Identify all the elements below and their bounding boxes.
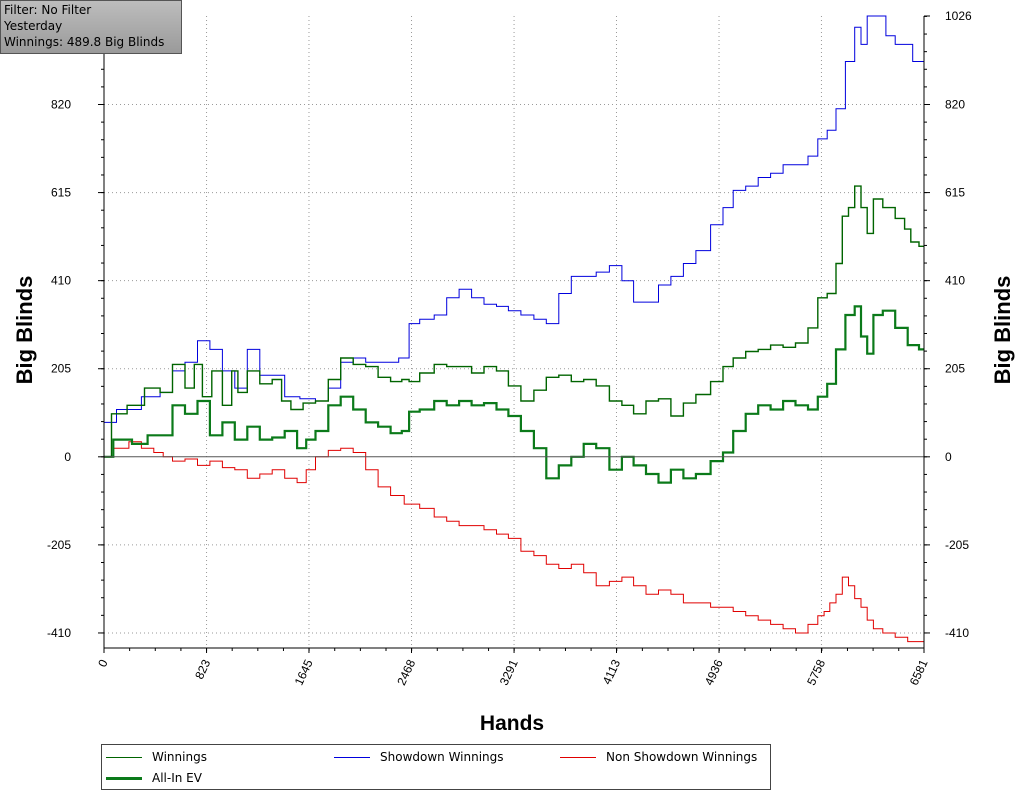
y-tick-label-right: 820 — [945, 98, 965, 112]
y-tick-label-right: 0 — [945, 450, 952, 464]
y-tick-label-left: -205 — [47, 538, 71, 552]
legend-label-non-showdown: Non Showdown Winnings — [606, 750, 758, 764]
legend-label-winnings: Winnings — [152, 750, 207, 764]
x-tick-label: 0 — [95, 657, 111, 669]
y-tick-label-left: -410 — [47, 626, 71, 640]
x-axis-title: Hands — [480, 712, 544, 735]
y-tick-label-left: 0 — [64, 450, 71, 464]
legend-item-non-showdown: Non Showdown Winnings — [560, 749, 757, 765]
legend-swatch-showdown — [334, 757, 370, 758]
gridlines — [103, 16, 925, 648]
legend-swatch-winnings — [106, 757, 142, 758]
y-axis-title-right: Big Blinds — [990, 276, 1015, 385]
legend: Winnings All-In EV Showdown Winnings Non… — [101, 744, 771, 790]
axis-labels: Hands Big Blinds Big Blinds — [12, 276, 1015, 735]
series-line-all-in-ev — [104, 305, 924, 484]
legend-item-winnings: Winnings — [106, 749, 207, 765]
period-label: Yesterday — [4, 19, 63, 33]
legend-label-all-in-ev: All-In EV — [152, 771, 202, 785]
legend-label-showdown: Showdown Winnings — [380, 750, 504, 764]
x-tick-label: 4113 — [600, 657, 624, 687]
y-tick-label-right: 410 — [945, 274, 965, 288]
series-lines — [104, 15, 924, 643]
axes: 0 823 1645 2468 3291 4113 4936 5758 6581 -410 -410… — [44, 9, 972, 687]
x-tick-label: 5758 — [804, 657, 828, 687]
y-tick-label-right: -410 — [945, 626, 969, 640]
y-tick-label-right: 1026 — [945, 9, 972, 23]
filter-info-box: Filter: No Filter Yesterday Winnings: 48… — [0, 0, 182, 54]
y-tick-label-left: 205 — [51, 362, 71, 376]
series-line-non-showdown-winnings — [104, 441, 924, 643]
y-tick-label-right: 205 — [945, 362, 965, 376]
legend-swatch-all-in-ev — [106, 777, 142, 780]
y-tick-label-left: 615 — [51, 186, 71, 200]
y-axis-title-left: Big Blinds — [12, 276, 37, 385]
legend-item-showdown: Showdown Winnings — [334, 749, 504, 765]
series-line-showdown-winnings — [104, 15, 924, 423]
y-tick-label-right: -205 — [945, 538, 969, 552]
y-tick-label-left: 820 — [51, 98, 71, 112]
legend-swatch-non-showdown — [560, 757, 596, 758]
y-tick-label-right: 615 — [945, 186, 965, 200]
x-tick-label: 1645 — [292, 657, 316, 687]
x-tick-label: 4936 — [702, 657, 726, 687]
legend-item-all-in-ev: All-In EV — [106, 770, 202, 786]
series-line-winnings — [104, 185, 924, 458]
x-tick-label: 6581 — [907, 657, 931, 687]
x-tick-label: 2468 — [394, 657, 418, 687]
x-tick-label: 3291 — [497, 657, 521, 687]
filter-label: Filter: No Filter — [4, 3, 92, 17]
winnings-summary: Winnings: 489.8 Big Blinds — [4, 35, 165, 49]
y-tick-label-left: 410 — [51, 274, 71, 288]
x-tick-label: 823 — [192, 657, 213, 681]
